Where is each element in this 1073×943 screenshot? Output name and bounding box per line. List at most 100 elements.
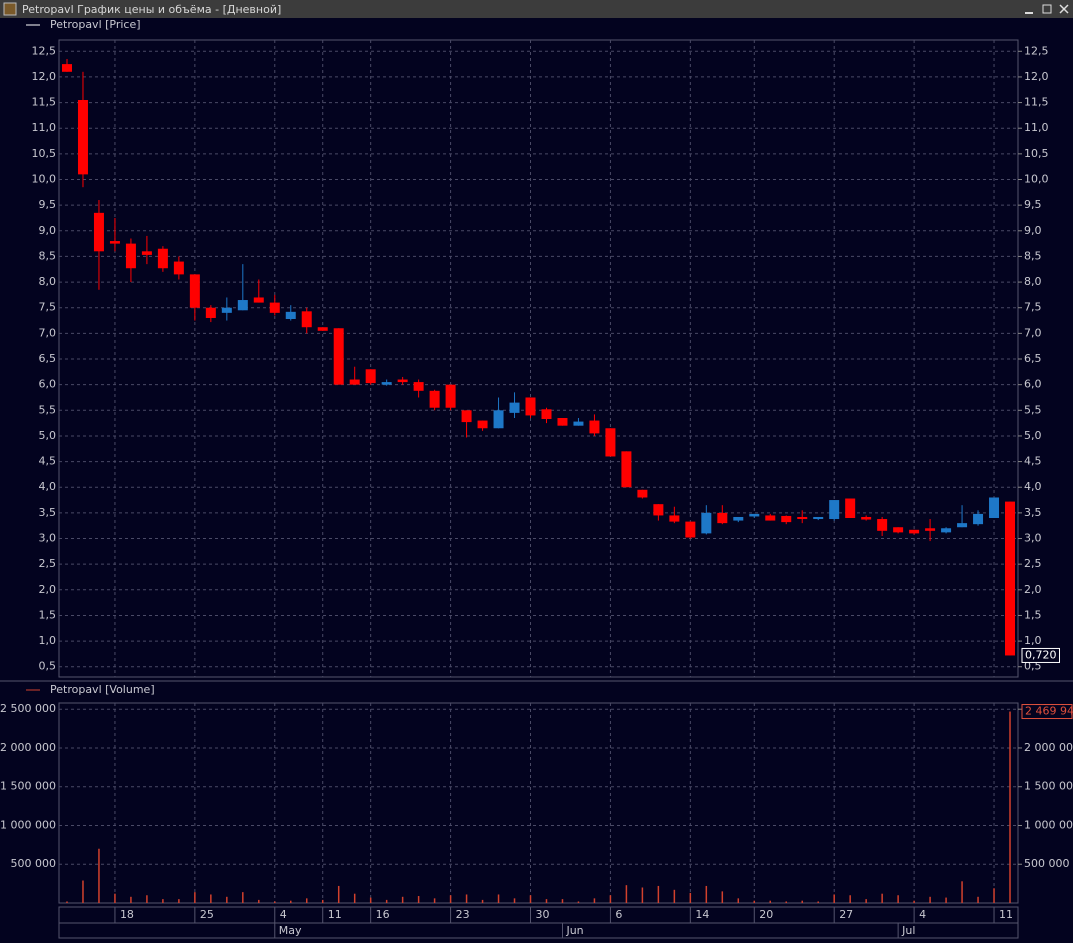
volume-bar <box>641 887 644 903</box>
y-tick-label: 2,5 <box>39 557 57 570</box>
candle-body <box>861 516 872 520</box>
candle-body <box>877 519 888 531</box>
candle-body <box>845 498 856 519</box>
close-button[interactable] <box>1059 4 1069 14</box>
date-label: 20 <box>759 908 773 921</box>
candle-body <box>941 528 952 533</box>
volume-bar <box>913 900 915 903</box>
candle-body <box>381 382 392 385</box>
date-label: 4 <box>919 908 926 921</box>
y-tick-label-right: 1 500 000 <box>1024 780 1073 793</box>
volume-bar <box>417 896 420 903</box>
volume-bar <box>609 895 612 903</box>
y-tick-label: 7,5 <box>39 301 57 314</box>
month-label: Jul <box>901 924 915 937</box>
candle-body <box>365 369 376 384</box>
candle-body <box>125 243 136 269</box>
volume-bar <box>1009 711 1011 903</box>
y-tick-label-right: 2,0 <box>1024 583 1042 596</box>
legend-label: Petropavl [Price] <box>50 18 141 31</box>
date-label: 23 <box>456 908 470 921</box>
candle-body <box>717 512 728 524</box>
y-tick-label-right: 6,0 <box>1024 378 1042 391</box>
volume-bar <box>385 899 388 903</box>
volume-bar <box>817 901 819 903</box>
y-tick-label: 0,5 <box>39 660 57 673</box>
volume-bar <box>753 900 756 903</box>
volume-bar <box>258 899 260 903</box>
y-tick-label: 5,0 <box>39 429 57 442</box>
y-tick-label: 1 000 000 <box>0 818 56 831</box>
y-tick-label: 2 000 000 <box>0 741 56 754</box>
date-label: 18 <box>120 908 134 921</box>
y-tick-label-right: 4,5 <box>1024 455 1042 468</box>
price-plot-frame <box>58 39 1019 678</box>
y-tick-label-right: 6,5 <box>1024 352 1042 365</box>
candle-body <box>413 382 424 391</box>
title-bar <box>0 0 1073 18</box>
y-tick-label: 8,5 <box>39 249 57 262</box>
candle-body <box>589 420 600 434</box>
y-tick-label-right: 1 000 000 <box>1024 818 1073 831</box>
volume-bar <box>210 894 212 903</box>
volume-bar <box>146 895 148 903</box>
y-tick-label: 2 500 000 <box>0 702 56 715</box>
y-tick-label-right: 2,5 <box>1024 557 1042 570</box>
y-tick-label-right: 5,5 <box>1024 403 1042 416</box>
y-tick-label: 7,0 <box>39 326 57 339</box>
volume-bar <box>529 895 532 903</box>
y-tick-label: 10,0 <box>32 173 57 186</box>
y-tick-label-right: 3,5 <box>1024 506 1042 519</box>
y-tick-label-right: 11,0 <box>1024 121 1049 134</box>
candle-body <box>989 497 1000 519</box>
y-tick-label-right: 1,5 <box>1024 608 1042 621</box>
y-tick-label: 12,5 <box>32 44 57 57</box>
volume-bar <box>849 895 851 903</box>
date-label: 25 <box>200 908 214 921</box>
candle-body <box>557 417 568 426</box>
y-tick-label: 9,5 <box>39 198 57 211</box>
candle-body <box>237 300 248 311</box>
y-tick-label: 2,0 <box>39 583 57 596</box>
last-value-box <box>1021 647 1060 663</box>
volume-bar <box>689 892 692 903</box>
candle-body <box>765 515 776 521</box>
y-tick-label-right: 5,0 <box>1024 429 1042 442</box>
candle-body <box>93 212 104 252</box>
candle-body <box>813 516 824 520</box>
candle-body <box>301 311 312 328</box>
candle-body <box>509 402 520 413</box>
volume-bar <box>577 901 580 903</box>
candle-body <box>429 390 440 408</box>
volume-bar <box>897 895 899 903</box>
candle-body <box>397 379 408 383</box>
y-tick-label-right: 10,0 <box>1024 173 1049 186</box>
volume-bar <box>545 899 548 903</box>
y-tick-label-right: 7,0 <box>1024 326 1042 339</box>
y-tick-label: 10,5 <box>32 147 57 160</box>
volume-bar <box>881 893 883 903</box>
candle-body <box>189 274 200 308</box>
y-tick-label: 11,0 <box>32 121 57 134</box>
candle-body <box>461 410 472 423</box>
volume-bar <box>593 898 596 903</box>
candle-body <box>285 311 296 320</box>
y-tick-label: 500 000 <box>11 857 57 870</box>
candle-body <box>77 100 88 175</box>
y-tick-label-right: 8,0 <box>1024 275 1042 288</box>
last-value-box <box>1021 704 1073 720</box>
volume-bar <box>833 894 835 903</box>
volume-bar <box>721 891 724 903</box>
candle-body <box>221 307 232 313</box>
candle-body <box>605 428 616 457</box>
y-tick-label: 5,5 <box>39 403 57 416</box>
volume-bar <box>961 881 963 903</box>
maximize-button[interactable] <box>1042 4 1052 14</box>
volume-bar <box>657 885 660 903</box>
volume-plot-frame <box>58 702 1019 904</box>
y-tick-label-right: 8,5 <box>1024 249 1042 262</box>
date-label: 6 <box>615 908 622 921</box>
candle-body <box>573 421 584 426</box>
